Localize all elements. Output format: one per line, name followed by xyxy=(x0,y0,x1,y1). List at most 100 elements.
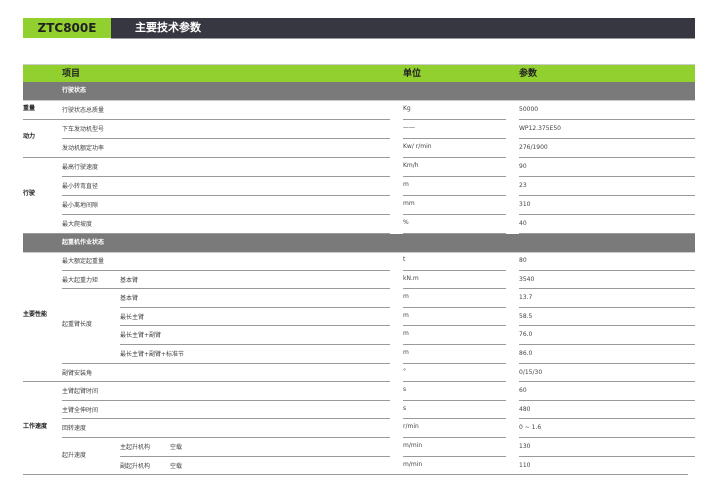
row-item: 主臂起臂时间 xyxy=(62,388,99,396)
row-divider xyxy=(120,306,390,308)
row-divider xyxy=(403,455,506,457)
row-unit: m xyxy=(403,330,409,338)
row-divider xyxy=(519,269,695,271)
row-value: 60 xyxy=(519,387,527,395)
row-unit: m/min xyxy=(403,460,423,468)
row-divider xyxy=(403,214,506,215)
row-item: 最大爬坡度 xyxy=(62,221,93,228)
row-subitem: 最长主臂+副臂+标准节 xyxy=(120,351,185,358)
row-subitem: 最长主臂+副臂 xyxy=(120,332,162,340)
row-item: 回转速度 xyxy=(62,425,87,433)
row-divider xyxy=(519,119,695,120)
row-item: 行驶状态总质量 xyxy=(62,107,105,114)
group-label: 重量 xyxy=(23,104,36,112)
row-value: 3540 xyxy=(519,275,535,283)
row-divider xyxy=(403,418,506,420)
section-title: 行驶状态 xyxy=(62,87,87,94)
row-unit: m/min xyxy=(403,442,423,449)
column-header-value: 参数 xyxy=(519,69,538,79)
row-divider xyxy=(519,138,695,139)
row-divider xyxy=(62,195,390,196)
row-divider xyxy=(62,362,390,364)
row-value: 90 xyxy=(519,163,527,170)
row-subitem: 基本臂 xyxy=(120,295,139,303)
row-divider xyxy=(519,437,695,438)
row-item: 副臂安装角 xyxy=(62,369,93,377)
row-subitem: 副起升机构 xyxy=(120,462,151,470)
row-unit: m xyxy=(403,181,409,188)
row-item: 最大起重力矩 xyxy=(62,276,99,284)
row-unit: m xyxy=(403,311,409,319)
row-divider xyxy=(403,233,506,234)
row-divider xyxy=(403,325,506,327)
row-item: 最高行驶速度 xyxy=(62,164,99,171)
row-divider xyxy=(23,157,390,158)
row-divider xyxy=(403,138,506,139)
row-value: 276/1900 xyxy=(519,144,548,151)
row-divider xyxy=(23,474,688,476)
subgroup-label: 起升速度 xyxy=(62,451,87,459)
row-divider xyxy=(519,325,695,327)
row-divider xyxy=(403,269,506,271)
row-divider xyxy=(23,119,390,120)
group-label: 工作速度 xyxy=(23,422,48,430)
row-unit: ° xyxy=(403,367,406,375)
title-bar: 主要技术参数 xyxy=(111,18,695,39)
row-divider xyxy=(519,176,695,177)
row-divider xyxy=(519,455,695,457)
row-subitem: 最长主臂 xyxy=(120,313,145,321)
row-value: 0 ~ 1.6 xyxy=(519,424,542,432)
row-divider xyxy=(403,344,506,345)
row-unit: —— xyxy=(403,124,415,131)
row-divider xyxy=(519,288,695,290)
row-divider xyxy=(62,138,390,139)
row-divider xyxy=(23,381,390,383)
row-divider xyxy=(519,214,695,215)
row-item: 最大额定起重量 xyxy=(62,258,105,265)
row-unit: t xyxy=(403,256,406,263)
row-unit: mm xyxy=(403,200,415,207)
row-divider xyxy=(403,399,506,401)
row-condition: 空载 xyxy=(170,462,183,470)
row-divider xyxy=(519,306,695,308)
subgroup-label: 起重臂长度 xyxy=(62,321,93,329)
row-unit: m xyxy=(403,349,409,356)
row-divider xyxy=(23,233,390,234)
row-value: 76.0 xyxy=(519,331,533,339)
row-divider xyxy=(403,119,506,120)
row-divider xyxy=(403,306,506,308)
row-value: WP12.375E50 xyxy=(519,125,561,132)
page-title: 主要技术参数 xyxy=(135,21,201,34)
row-item: 最小离地间隙 xyxy=(62,202,99,209)
row-unit: s xyxy=(403,386,407,394)
row-divider xyxy=(403,381,506,383)
row-unit: % xyxy=(403,219,409,226)
section-header: 行驶状态 xyxy=(23,82,695,101)
row-value: 58.5 xyxy=(519,312,533,320)
row-unit: Kw/ r/min xyxy=(403,143,432,150)
row-divider xyxy=(519,362,695,364)
row-divider xyxy=(519,344,695,345)
row-unit: kN.m xyxy=(403,274,419,282)
row-unit: m xyxy=(403,293,409,301)
row-divider xyxy=(62,214,390,215)
group-label: 行驶 xyxy=(23,190,36,197)
row-divider xyxy=(120,325,390,327)
row-item: 下车发动机型号 xyxy=(62,126,105,133)
row-divider xyxy=(403,288,506,290)
row-value: 23 xyxy=(519,182,527,189)
row-divider xyxy=(519,195,695,196)
row-divider xyxy=(403,195,506,196)
row-divider xyxy=(403,157,506,158)
row-value: 110 xyxy=(519,461,531,469)
row-item: 最小转弯直径 xyxy=(62,183,99,190)
row-unit: r/min xyxy=(403,423,419,431)
row-item: 主臂全伸时间 xyxy=(62,406,99,414)
row-unit: Km/h xyxy=(403,162,419,169)
row-divider xyxy=(403,362,506,364)
row-divider xyxy=(62,176,390,177)
row-divider xyxy=(62,269,390,271)
column-header-item: 项目 xyxy=(62,69,81,79)
row-value: 80 xyxy=(519,257,527,264)
